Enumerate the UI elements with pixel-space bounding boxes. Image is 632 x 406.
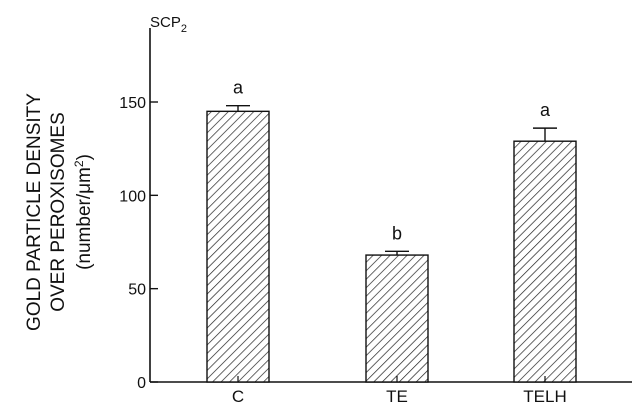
y-axis-label: GOLD PARTICLE DENSITY bbox=[24, 93, 45, 331]
bar-te bbox=[365, 254, 429, 383]
plot-area: 0 50 100 150 a Cb TE a TELH bbox=[119, 28, 632, 406]
y-tick-label: 0 bbox=[137, 375, 146, 392]
y-tick-label: 150 bbox=[119, 95, 146, 112]
y-axis-unit: (number/μm2) bbox=[72, 154, 95, 270]
y-tick-label: 100 bbox=[119, 188, 146, 205]
significance-label: a bbox=[540, 100, 551, 120]
significance-label: b bbox=[392, 223, 402, 243]
bar-telh bbox=[513, 140, 577, 383]
bar-c bbox=[206, 110, 270, 383]
y-tick-label: 50 bbox=[128, 282, 146, 299]
x-tick-label: TELH bbox=[523, 387, 566, 406]
x-tick-label: C bbox=[232, 387, 244, 406]
chart-title: SCP2 bbox=[150, 14, 187, 35]
significance-label: a bbox=[233, 78, 244, 98]
y-axis-label-2: OVER PEROXISOMES bbox=[48, 112, 69, 312]
y-axis-label-line-1: GOLD PARTICLE DENSITY bbox=[24, 93, 45, 331]
x-tick-label: TE bbox=[386, 387, 408, 406]
y-axis-label-line-2: OVER PEROXISOMES bbox=[48, 112, 69, 312]
